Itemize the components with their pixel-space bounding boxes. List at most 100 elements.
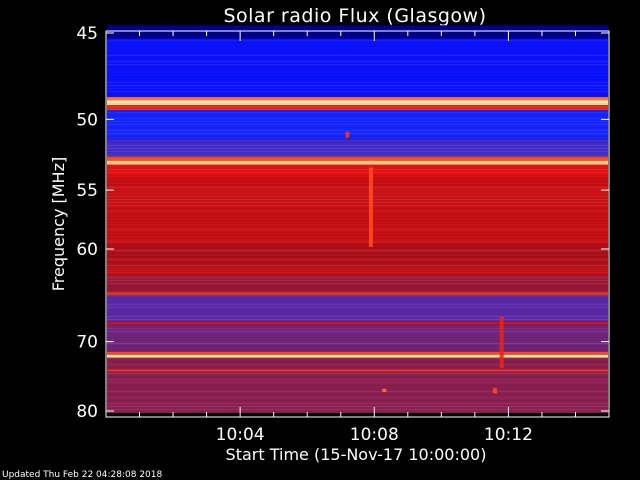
plot-frame bbox=[105, 30, 610, 418]
noise-striation bbox=[107, 217, 608, 218]
noise-striation bbox=[107, 370, 608, 371]
spectrum-band bbox=[107, 354, 608, 358]
spectrum-band bbox=[107, 38, 608, 97]
noise-striation bbox=[107, 202, 608, 203]
noise-striation bbox=[107, 394, 608, 395]
noise-striation bbox=[107, 367, 608, 368]
noise-striation bbox=[107, 280, 608, 281]
noise-striation bbox=[107, 349, 608, 350]
noise-striation bbox=[107, 88, 608, 89]
noise-striation bbox=[107, 214, 608, 215]
noise-striation bbox=[107, 406, 608, 407]
spectrum-band bbox=[107, 160, 608, 165]
noise-striation bbox=[107, 301, 608, 302]
noise-striation bbox=[107, 139, 608, 140]
spectrum-band bbox=[107, 295, 608, 322]
noise-striation bbox=[107, 382, 608, 383]
noise-striation bbox=[107, 334, 608, 335]
burst-features bbox=[345, 131, 504, 394]
noise-striation bbox=[107, 178, 608, 179]
noise-striation bbox=[107, 316, 608, 317]
y-axis-label: Frequency [MHz] bbox=[49, 157, 68, 291]
y-tick-label: 50 bbox=[76, 110, 98, 130]
spectrum-band bbox=[107, 100, 608, 106]
spectrum-band bbox=[107, 273, 608, 293]
noise-striation bbox=[107, 172, 608, 173]
noise-striation bbox=[107, 169, 608, 170]
noise-striation bbox=[107, 391, 608, 392]
noise-striation bbox=[107, 328, 608, 329]
noise-striation bbox=[107, 181, 608, 182]
noise-striation bbox=[107, 100, 608, 101]
noise-striation bbox=[107, 283, 608, 284]
spectrum-band bbox=[107, 97, 608, 101]
spectrum-band bbox=[107, 25, 608, 39]
x-axis: 10:04 10:08 10:12 bbox=[139, 31, 576, 445]
noise-striation bbox=[107, 274, 608, 275]
noise-striation bbox=[107, 319, 608, 320]
noise-striation bbox=[107, 193, 608, 194]
burst-feature bbox=[368, 167, 373, 247]
noise-striation bbox=[107, 253, 608, 254]
x-tick-label: 10:12 bbox=[484, 425, 533, 445]
spectrum-band bbox=[107, 351, 608, 355]
noise-striation bbox=[107, 259, 608, 260]
noise-striation bbox=[107, 262, 608, 263]
burst-feature bbox=[382, 388, 387, 393]
y-tick-label: 60 bbox=[76, 240, 98, 260]
noise-striation bbox=[107, 265, 608, 266]
noise-striation bbox=[107, 64, 608, 65]
noise-striation bbox=[107, 250, 608, 251]
noise-striation bbox=[107, 154, 608, 155]
spectrum-band bbox=[107, 269, 608, 274]
burst-feature bbox=[492, 388, 497, 394]
spectrum-band bbox=[107, 324, 608, 352]
noise-striation bbox=[107, 124, 608, 125]
noise-striation bbox=[107, 241, 608, 242]
noise-striation bbox=[107, 130, 608, 131]
noise-striation bbox=[107, 361, 608, 362]
noise-striation bbox=[107, 208, 608, 209]
noise-striation bbox=[107, 403, 608, 404]
y-tick-label: 70 bbox=[76, 333, 98, 353]
noise-striation bbox=[107, 133, 608, 134]
spectrum-band bbox=[107, 164, 608, 177]
y-axis: 45 50 55 60 70 80 bbox=[76, 24, 609, 422]
noise-striation bbox=[107, 148, 608, 149]
noise-striation bbox=[107, 211, 608, 212]
noise-striation bbox=[107, 37, 608, 38]
noise-striation bbox=[107, 310, 608, 311]
noise-striation bbox=[107, 247, 608, 248]
noise-striation bbox=[107, 268, 608, 269]
noise-striation bbox=[107, 136, 608, 137]
noise-striation bbox=[107, 238, 608, 239]
burst-feature bbox=[345, 131, 350, 138]
noise-striation bbox=[107, 49, 608, 50]
noise-striation bbox=[107, 388, 608, 389]
noise-striation bbox=[107, 313, 608, 314]
noise-striation bbox=[107, 379, 608, 380]
noise-striation bbox=[107, 145, 608, 146]
spectrum-band bbox=[107, 139, 608, 157]
noise-striation bbox=[107, 175, 608, 176]
noise-striation bbox=[107, 85, 608, 86]
noise-striation bbox=[107, 322, 608, 323]
noise-striation bbox=[107, 127, 608, 128]
noise-striation bbox=[107, 121, 608, 122]
noise-striation bbox=[107, 277, 608, 278]
burst-feature bbox=[499, 316, 504, 369]
noise-striation bbox=[107, 187, 608, 188]
x-tick-label: 10:08 bbox=[350, 425, 399, 445]
noise-striation bbox=[107, 73, 608, 74]
spectrum-band bbox=[107, 371, 608, 413]
noise-striation bbox=[107, 97, 608, 98]
noise-striation bbox=[107, 106, 608, 107]
noise-striation bbox=[107, 55, 608, 56]
noise-striation bbox=[107, 115, 608, 116]
noise-striation bbox=[107, 373, 608, 374]
noise-striation bbox=[107, 400, 608, 401]
noise-striation bbox=[107, 58, 608, 59]
noise-striation bbox=[107, 340, 608, 341]
spectrum-band bbox=[107, 369, 608, 372]
